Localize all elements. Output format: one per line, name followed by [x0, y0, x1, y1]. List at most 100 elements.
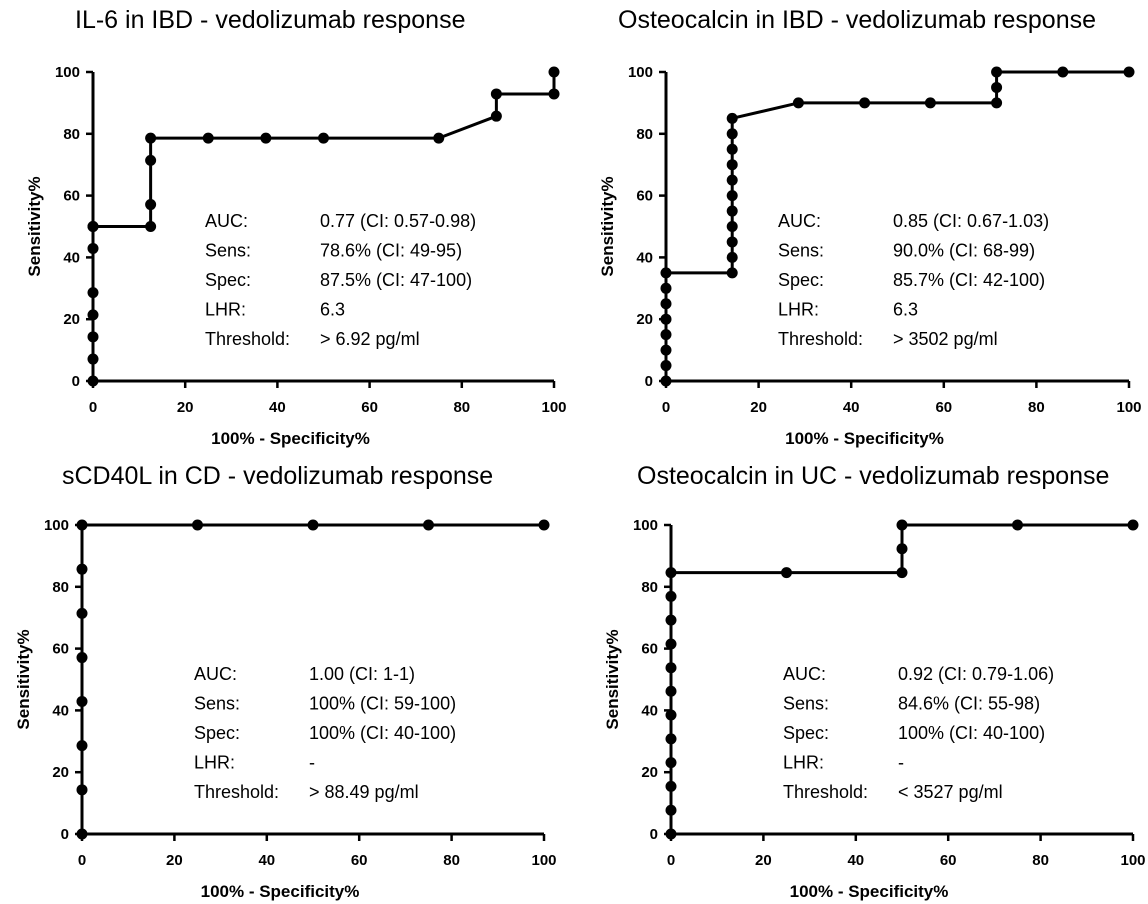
- roc-point: [665, 709, 677, 721]
- y-tick-label: 40: [641, 702, 658, 719]
- stat-label: AUC:: [783, 664, 826, 684]
- roc-panel-1: IL-6 in IBD - vedolizumab response 0 20 40…: [0, 0, 574, 452]
- roc-point: [726, 267, 738, 279]
- x-tick-label: 20: [755, 852, 772, 869]
- stat-label: Threshold:: [205, 329, 290, 349]
- y-tick-label: 80: [52, 579, 69, 596]
- panel-title: Osteocalcin in UC - vedolizumab response: [637, 462, 1110, 490]
- roc-point: [859, 97, 871, 109]
- roc-point: [87, 309, 99, 321]
- y-tick-label: 40: [52, 702, 69, 719]
- x-tick-label: 80: [1032, 852, 1049, 869]
- roc-point: [145, 199, 157, 211]
- x-tick-label: 100: [531, 852, 556, 869]
- roc-chart: 0 20 40 60 80 100 0 20 40 60 80 100 100% - Specifici…: [14, 517, 557, 901]
- roc-point: [87, 353, 99, 365]
- y-tick-label: 100: [55, 64, 80, 81]
- y-tick-label: 0: [61, 826, 69, 843]
- x-tick-label: 20: [177, 399, 194, 416]
- roc-point: [665, 614, 677, 626]
- stat-label: Sens:: [205, 241, 251, 261]
- x-tick-label: 0: [78, 852, 86, 869]
- roc-point: [726, 174, 738, 186]
- roc-point: [726, 236, 738, 248]
- roc-point: [87, 242, 99, 254]
- stat-label: LHR:: [205, 300, 246, 320]
- y-tick-label: 0: [72, 373, 80, 390]
- roc-point: [660, 267, 672, 279]
- y-axis-label: Sensitivity%: [603, 629, 622, 729]
- roc-point: [665, 662, 677, 674]
- stat-value: > 6.92 pg/ml: [320, 329, 420, 349]
- y-tick-label: 60: [52, 641, 69, 658]
- roc-point: [665, 804, 677, 816]
- y-tick-label: 80: [636, 126, 653, 143]
- roc-chart: 0 20 40 60 80 100 0 20 40 60 80 100 100% - Specifici…: [598, 64, 1142, 448]
- y-tick-label: 100: [44, 517, 69, 534]
- panel-title: Osteocalcin in IBD - vedolizumab respons…: [618, 6, 1097, 34]
- roc-point: [660, 298, 672, 310]
- stat-value: 100% (CI: 40-100): [309, 723, 456, 743]
- roc-point: [490, 88, 502, 100]
- roc-point: [76, 784, 88, 796]
- roc-point: [660, 329, 672, 341]
- roc-point: [76, 740, 88, 752]
- stat-label: AUC:: [778, 211, 821, 231]
- stat-value: > 3502 pg/ml: [893, 329, 998, 349]
- roc-point: [1127, 519, 1139, 531]
- roc-point: [726, 112, 738, 124]
- y-tick-label: 40: [63, 249, 80, 266]
- y-tick-label: 100: [633, 517, 658, 534]
- stat-label: LHR:: [778, 300, 819, 320]
- roc-point: [145, 221, 157, 232]
- x-tick-label: 0: [667, 852, 675, 869]
- roc-point: [781, 567, 792, 579]
- y-tick-label: 20: [63, 311, 80, 328]
- roc-point: [87, 221, 99, 232]
- stat-label: Threshold:: [194, 782, 279, 802]
- roc-point: [660, 313, 672, 325]
- x-tick-label: 40: [843, 399, 860, 416]
- roc-point: [87, 331, 99, 343]
- roc-panel-2: Osteocalcin in IBD - vedolizumab respons…: [574, 0, 1148, 452]
- roc-point: [991, 81, 1003, 93]
- roc-point: [76, 607, 88, 619]
- roc-point: [665, 590, 677, 602]
- roc-point: [665, 780, 677, 792]
- stat-value: > 88.49 pg/ml: [309, 782, 419, 802]
- y-tick-label: 20: [636, 311, 653, 328]
- roc-point: [726, 190, 738, 202]
- stat-label: Sens:: [783, 694, 829, 714]
- x-tick-label: 100: [541, 399, 566, 416]
- roc-point: [665, 567, 677, 579]
- roc-point: [660, 282, 672, 294]
- stat-value: 0.92 (CI: 0.79-1.06): [898, 664, 1054, 684]
- roc-point: [665, 638, 677, 650]
- roc-point: [896, 543, 908, 555]
- x-tick-label: 80: [443, 852, 460, 869]
- stat-value: < 3527 pg/ml: [898, 782, 1003, 802]
- stat-label: Sens:: [778, 241, 824, 261]
- stat-label: Sens:: [194, 694, 240, 714]
- x-tick-label: 20: [750, 399, 767, 416]
- y-tick-label: 60: [63, 188, 80, 205]
- roc-point: [192, 519, 203, 531]
- roc-point: [896, 567, 908, 579]
- roc-point: [318, 132, 329, 144]
- stat-value: 6.3: [320, 300, 345, 320]
- stat-value: 0.77 (CI: 0.57-0.98): [320, 211, 476, 231]
- x-tick-label: 60: [361, 399, 378, 416]
- stat-label: Spec:: [205, 270, 251, 290]
- roc-point: [726, 159, 738, 171]
- panel-title: IL-6 in IBD - vedolizumab response: [75, 6, 466, 34]
- x-tick-label: 80: [1028, 399, 1045, 416]
- roc-point: [433, 132, 445, 144]
- roc-point: [423, 519, 434, 531]
- roc-chart: 0 20 40 60 80 100 0 20 40 60 80 100 100% - Specifici…: [603, 517, 1146, 901]
- roc-panel-4: Osteocalcin in UC - vedolizumab response…: [574, 452, 1148, 904]
- roc-point: [665, 685, 677, 697]
- roc-point: [726, 251, 738, 263]
- x-axis-label: 100% - Specificity%: [790, 882, 949, 901]
- x-tick-label: 0: [662, 399, 670, 416]
